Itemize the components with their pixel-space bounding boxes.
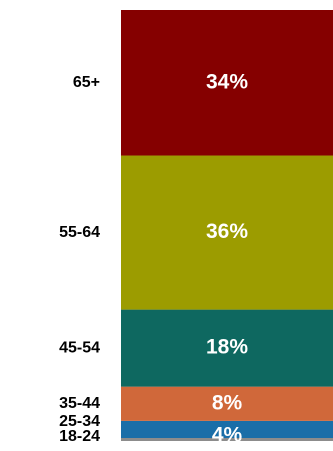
- bar-segment-25-34: [121, 420, 333, 438]
- bar-segment-35-44: [121, 386, 333, 421]
- value-label-35-44: 8%: [212, 391, 243, 414]
- value-label-55-64: 36%: [206, 220, 248, 243]
- bar-segment-55-64: [121, 155, 333, 310]
- category-label-25-34: 25-34: [59, 413, 100, 430]
- bar-segment-18-24: [121, 438, 333, 441]
- bar-segment-45-54: [121, 309, 333, 387]
- category-label-35-44: 35-44: [59, 395, 100, 412]
- bar-segments: [121, 10, 333, 441]
- category-label-45-54: 45-54: [59, 339, 100, 356]
- value-label-65+: 34%: [206, 70, 248, 93]
- category-label-55-64: 55-64: [59, 224, 100, 241]
- value-label-45-54: 18%: [206, 336, 248, 359]
- value-label-25-34: 4%: [212, 424, 243, 447]
- value-labels: 4% 8% 18% 36% 34%: [206, 70, 248, 446]
- category-label-18-24: 18-24: [59, 428, 100, 445]
- category-label-65+: 65+: [73, 74, 100, 91]
- bar-segment-65+: [121, 10, 333, 156]
